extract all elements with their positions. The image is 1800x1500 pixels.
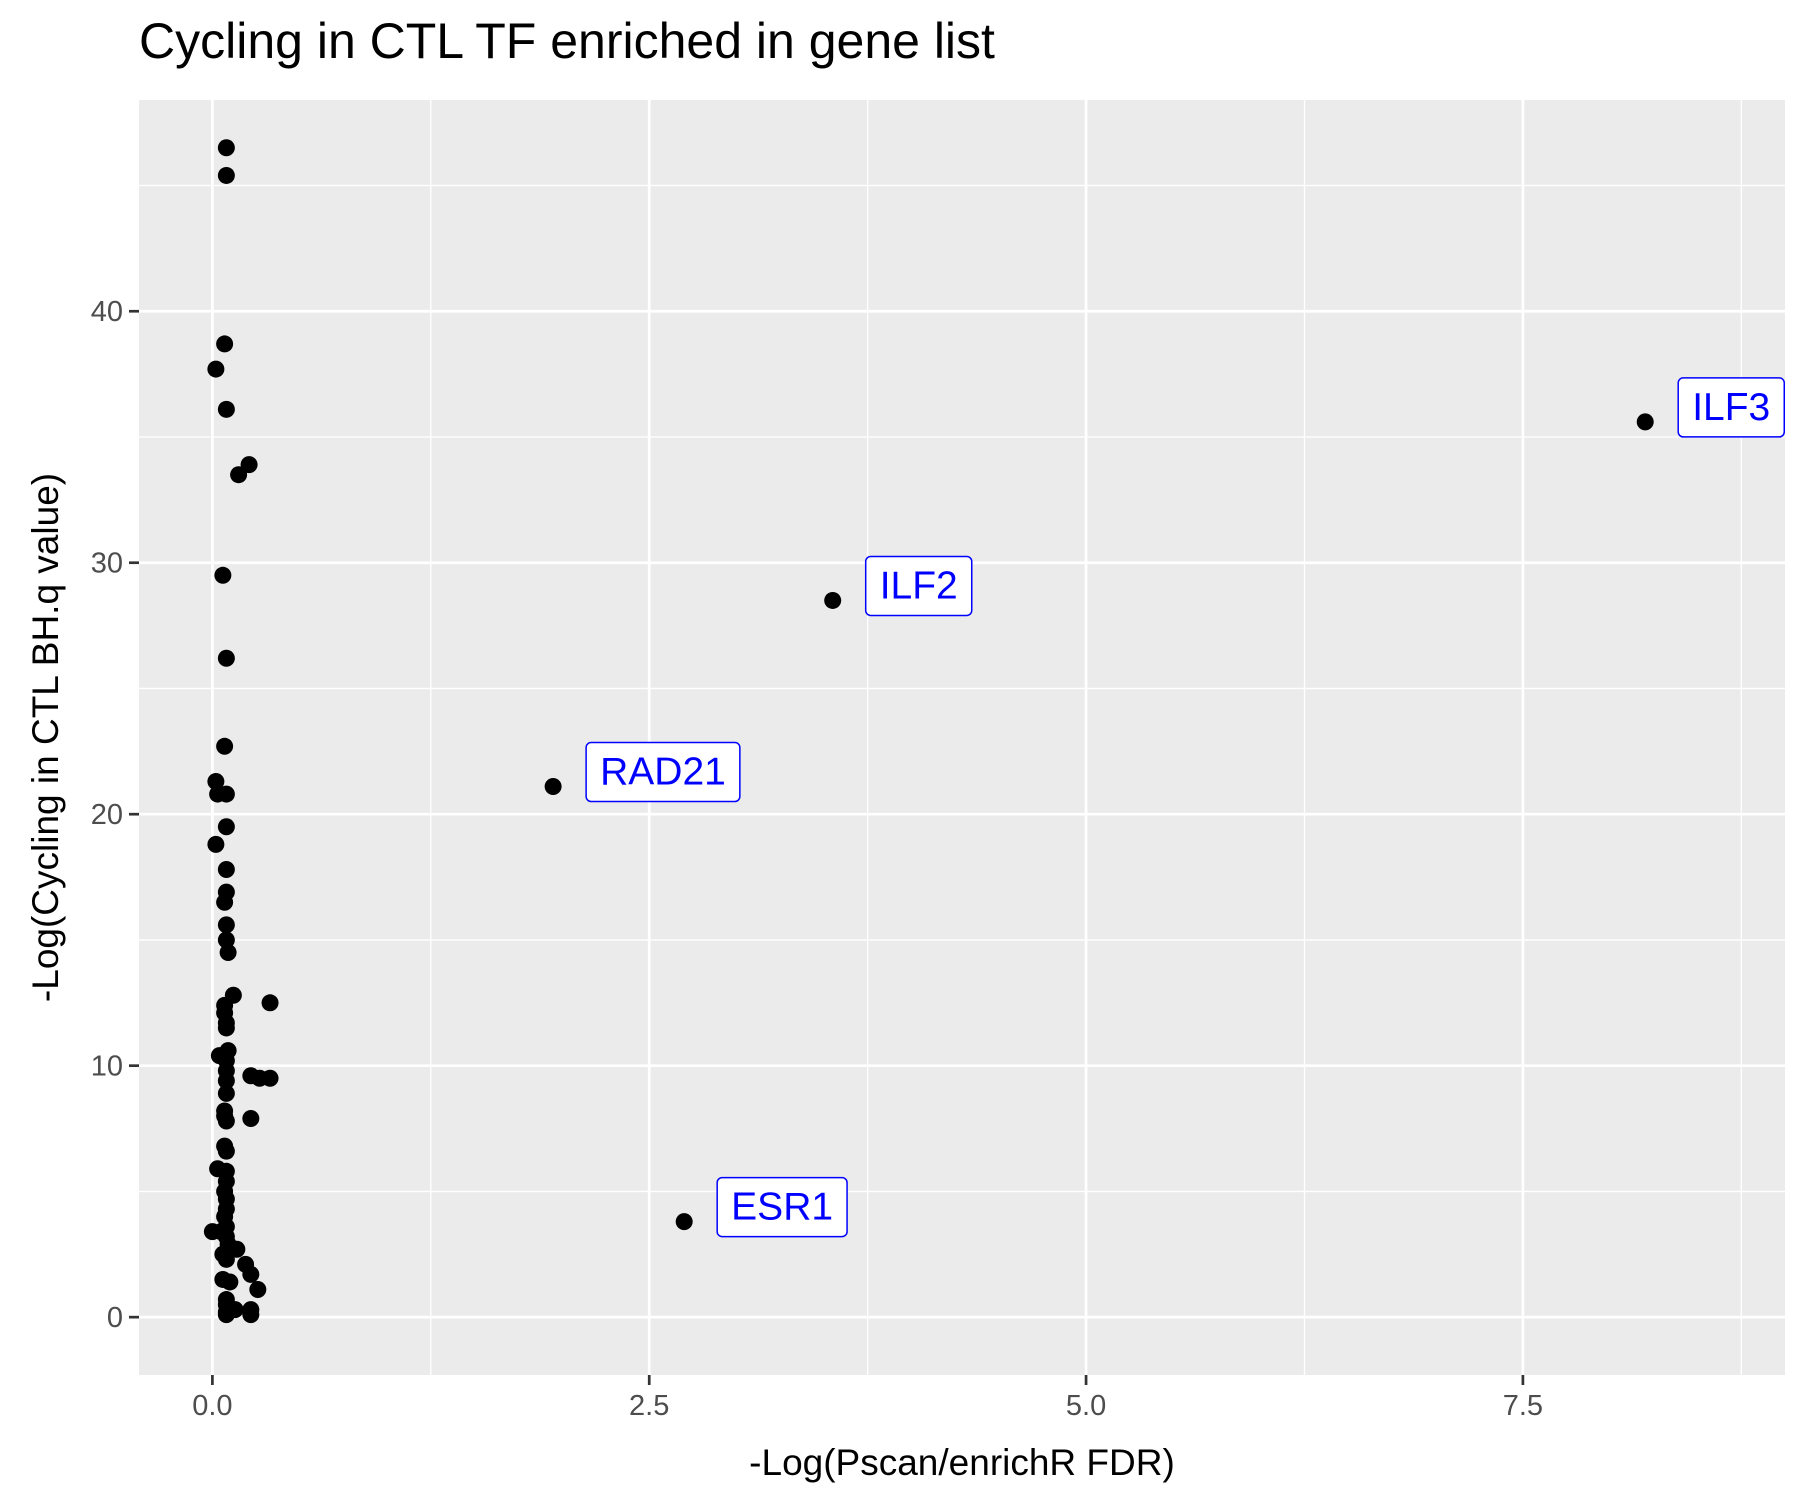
data-point bbox=[207, 360, 225, 378]
point-label-group: RAD21 bbox=[585, 741, 741, 803]
point-label-box bbox=[864, 555, 973, 617]
data-point bbox=[217, 166, 235, 184]
data-point bbox=[221, 1273, 239, 1291]
data-point bbox=[217, 400, 235, 418]
data-point bbox=[217, 1072, 235, 1090]
y-tick-label: 0 bbox=[107, 1302, 123, 1334]
data-point bbox=[217, 916, 235, 934]
y-tick-label: 40 bbox=[91, 296, 123, 328]
data-point bbox=[249, 1280, 267, 1298]
data-point bbox=[261, 1069, 279, 1087]
data-point bbox=[216, 335, 234, 353]
data-point bbox=[207, 835, 225, 853]
point-labels: ILF3 ILF2 RAD21 ESR1 bbox=[585, 377, 1786, 1238]
y-tick-label: 10 bbox=[91, 1051, 123, 1083]
data-point bbox=[217, 1019, 235, 1037]
point-label-group: ILF3 bbox=[1677, 377, 1786, 438]
data-point bbox=[217, 139, 235, 157]
point-label-group: ESR1 bbox=[716, 1176, 848, 1238]
data-point bbox=[242, 1306, 260, 1324]
x-tick-label: 2.5 bbox=[629, 1390, 669, 1422]
data-point bbox=[230, 466, 248, 484]
data-point bbox=[1636, 413, 1654, 431]
data-point bbox=[261, 994, 279, 1012]
data-point bbox=[207, 773, 225, 791]
point-label-text: ILF2 bbox=[880, 564, 958, 607]
x-tick-label: 5.0 bbox=[1066, 1390, 1106, 1422]
data-point bbox=[544, 778, 562, 796]
x-axis-title: -Log(Pscan/enrichR FDR) bbox=[749, 1442, 1175, 1483]
data-point bbox=[217, 649, 235, 667]
data-point bbox=[216, 893, 234, 911]
point-label-box bbox=[585, 741, 741, 803]
data-point bbox=[217, 785, 235, 803]
x-tick-label: 7.5 bbox=[1503, 1390, 1543, 1422]
data-point bbox=[675, 1213, 693, 1231]
y-axis-tick-labels: 0 10 20 30 40 bbox=[91, 296, 123, 1334]
y-tick-label: 30 bbox=[91, 548, 123, 580]
data-point bbox=[217, 1142, 235, 1160]
point-label-group: ILF2 bbox=[864, 555, 973, 617]
point-label-text: RAD21 bbox=[600, 751, 726, 794]
data-point bbox=[216, 737, 234, 755]
data-points bbox=[203, 139, 1654, 1324]
data-point bbox=[217, 1306, 235, 1324]
y-axis-title: -Log(Cycling in CTL BH.q value) bbox=[25, 473, 66, 1002]
point-label-box bbox=[1677, 377, 1786, 438]
data-point bbox=[217, 1250, 235, 1268]
data-point bbox=[242, 1265, 260, 1283]
plot-panel bbox=[139, 100, 1785, 1375]
x-tick-label: 0.0 bbox=[192, 1390, 232, 1422]
data-point bbox=[242, 1109, 260, 1127]
x-axis-tick-labels: 0.0 2.5 5.0 7.5 bbox=[192, 1390, 1543, 1422]
data-point bbox=[217, 1112, 235, 1130]
data-point bbox=[240, 456, 258, 474]
chart-title: Cycling in CTL TF enriched in gene list bbox=[139, 13, 995, 69]
point-label-text: ESR1 bbox=[731, 1186, 833, 1229]
data-point bbox=[217, 861, 235, 879]
data-point bbox=[217, 818, 235, 836]
data-point bbox=[824, 591, 842, 609]
data-point bbox=[217, 931, 235, 949]
data-point bbox=[214, 566, 232, 584]
point-label-box bbox=[716, 1176, 848, 1238]
y-tick-label: 20 bbox=[91, 799, 123, 831]
data-point bbox=[217, 1084, 235, 1102]
axis-ticks bbox=[129, 309, 1525, 1385]
point-label-text: ILF3 bbox=[1692, 386, 1770, 429]
data-point bbox=[219, 944, 237, 962]
